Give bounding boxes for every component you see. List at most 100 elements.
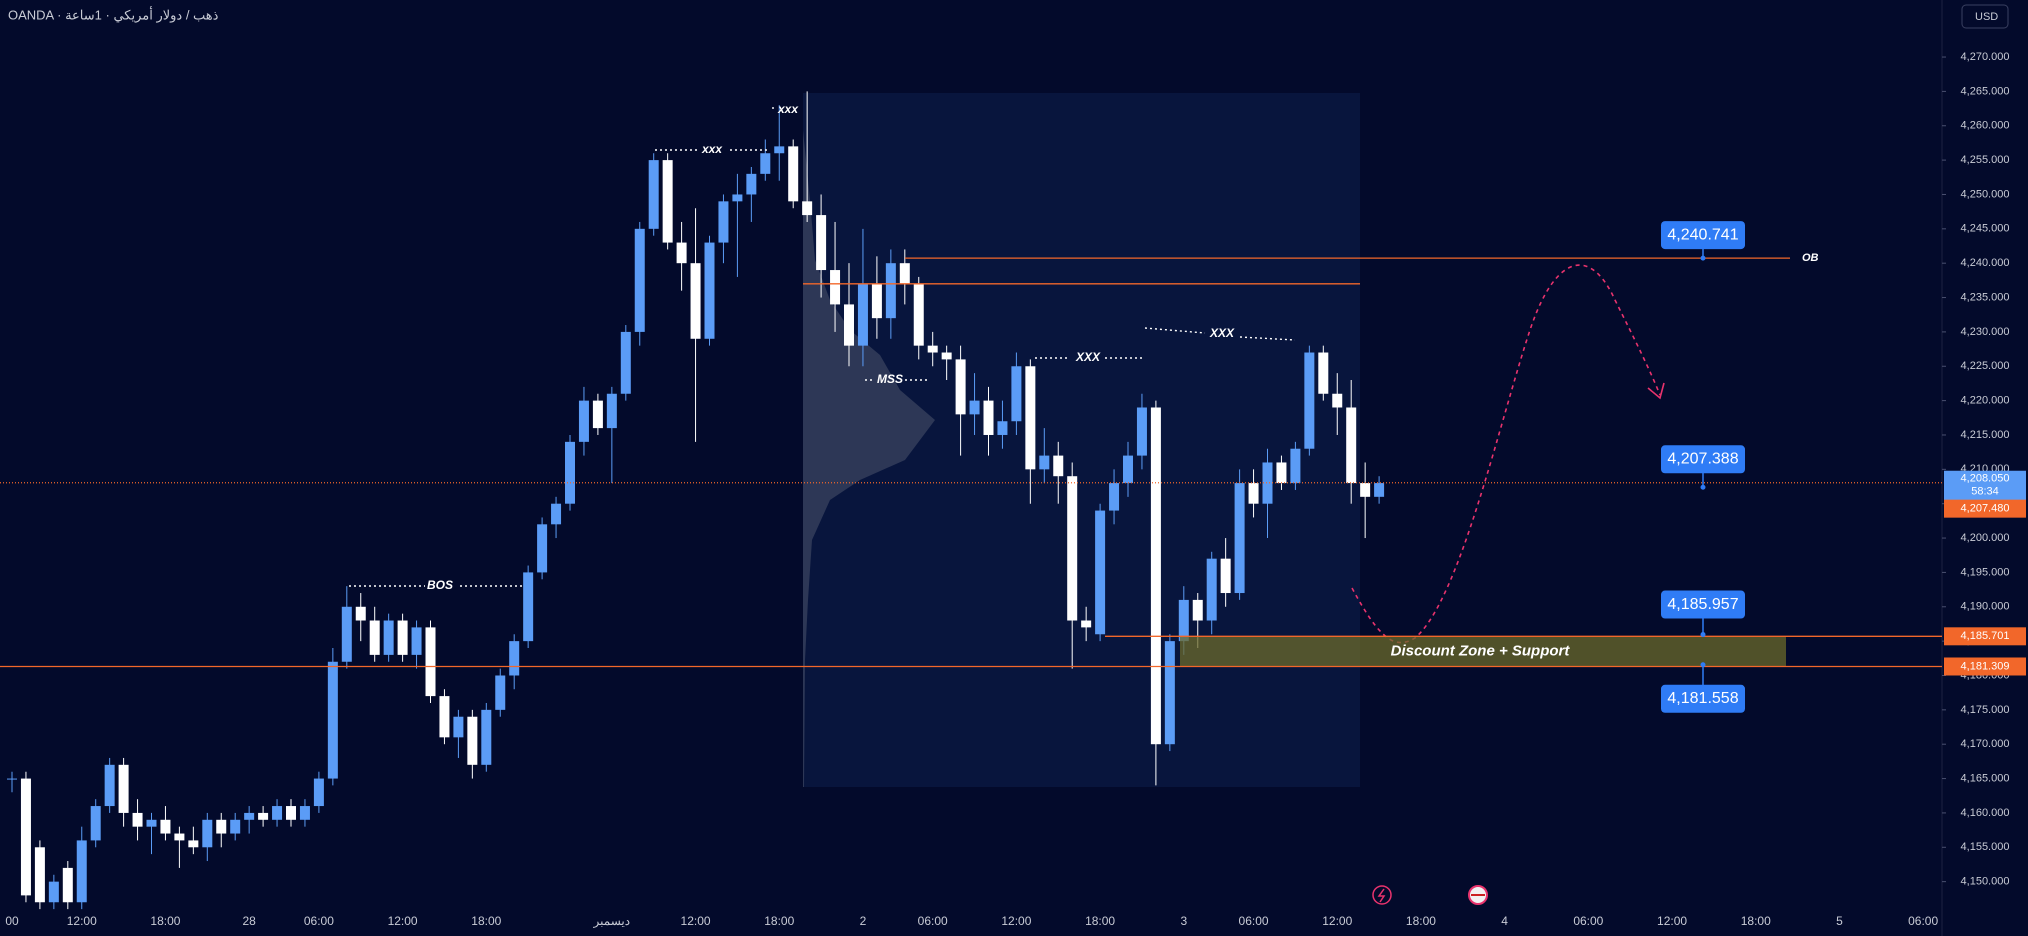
- candle-body: [90, 806, 101, 841]
- axis-price-box: [1944, 657, 2026, 676]
- candle-body: [1011, 366, 1022, 422]
- axis-price-label: 4,181.309: [1961, 660, 2010, 672]
- currency-box[interactable]: [1961, 4, 2009, 29]
- candle-body: [927, 345, 938, 353]
- candle-body: [620, 331, 631, 394]
- candle-body: [578, 400, 589, 442]
- x-tick-label: 06:00: [1573, 914, 1603, 928]
- annotation: BOS: [427, 578, 453, 592]
- y-tick-label: 4,190.000: [1961, 601, 2010, 613]
- candle-body: [397, 620, 408, 655]
- level-box: [1661, 445, 1745, 474]
- candle-body: [871, 283, 882, 319]
- y-tick-label: 4,175.000: [1961, 704, 2010, 716]
- y-tick-label: 4,270.000: [1961, 51, 2010, 63]
- candle-body: [718, 201, 729, 243]
- candle-body: [857, 283, 868, 346]
- candle-body: [299, 806, 310, 820]
- candle-body: [1206, 558, 1217, 621]
- annotation: xxx: [701, 142, 723, 156]
- candle-body: [76, 840, 87, 903]
- y-tick-label: 4,225.000: [1961, 360, 2010, 372]
- candle-body: [188, 840, 199, 848]
- candle-body: [1234, 483, 1245, 594]
- y-tick-label: 4,245.000: [1961, 223, 2010, 235]
- annotation: XXX: [1075, 350, 1101, 364]
- discount-zone: [1180, 636, 1786, 667]
- bid-box: [1944, 499, 2026, 518]
- candle-body: [230, 819, 241, 834]
- candle-body: [174, 833, 185, 841]
- candle-body: [1123, 455, 1133, 484]
- candle-body: [495, 675, 506, 710]
- level-label: 4,207.388: [1667, 451, 1738, 468]
- candle-body: [272, 806, 283, 820]
- candle-body: [20, 778, 31, 896]
- candle-body: [802, 201, 813, 216]
- candle-body: [1164, 641, 1175, 745]
- candle-body: [258, 812, 269, 820]
- annotation: MSS: [877, 372, 903, 386]
- level-dot: [1700, 632, 1706, 638]
- candle-body: [1276, 462, 1287, 484]
- level-label: 4,181.558: [1667, 690, 1738, 707]
- x-tick-label: 18:00: [764, 914, 794, 928]
- x-tick-label: 18:00: [1741, 914, 1771, 928]
- y-tick-label: 4,160.000: [1961, 807, 2010, 819]
- event-icon[interactable]: [1372, 885, 1392, 905]
- candle-body: [439, 696, 450, 738]
- y-tick-label: 4,265.000: [1961, 85, 2010, 97]
- candle-body: [592, 400, 603, 429]
- candle-body: [662, 160, 673, 243]
- x-tick-label: 12:00: [67, 914, 97, 928]
- candle-body: [1262, 462, 1273, 504]
- x-tick-label: 18:00: [150, 914, 180, 928]
- candle-body: [1053, 455, 1064, 477]
- candle-body: [1109, 483, 1120, 511]
- x-tick-label: 00: [5, 914, 19, 928]
- candle-body: [1220, 558, 1231, 594]
- current-price-label: 4,208.050: [1961, 473, 2010, 485]
- candle-body: [788, 146, 799, 202]
- currency[interactable]: USD: [1975, 11, 1998, 23]
- candle-body: [1095, 510, 1106, 635]
- y-tick-label: 4,250.000: [1961, 188, 2010, 200]
- candle-body: [244, 812, 255, 820]
- candle-body: [1318, 352, 1329, 394]
- x-tick-label: 06:00: [1239, 914, 1269, 928]
- candle-body: [7, 778, 17, 780]
- x-tick-label: 06:00: [918, 914, 948, 928]
- projection-path: [1351, 264, 1661, 644]
- candle-body: [969, 400, 980, 415]
- y-tick-label: 4,195.000: [1961, 566, 2010, 578]
- candle-body: [704, 242, 715, 339]
- x-tick-label: 28: [242, 914, 256, 928]
- level-box: [1661, 684, 1745, 713]
- y-tick-label: 4,235.000: [1961, 291, 2010, 303]
- candle-body: [411, 627, 422, 655]
- candle-body: [760, 153, 771, 174]
- level-box: [1661, 590, 1745, 619]
- candle-body: [1192, 599, 1203, 621]
- candle-body: [327, 661, 338, 779]
- y-tick-label: 4,240.000: [1961, 257, 2010, 269]
- candle-body: [523, 572, 534, 642]
- candle-body: [1150, 407, 1161, 745]
- projection-arrowhead: [1647, 382, 1665, 400]
- candle-body: [369, 620, 380, 655]
- candle-body: [160, 819, 171, 834]
- level-dot: [1700, 255, 1706, 261]
- x-tick-label: 5: [1836, 914, 1843, 928]
- candle-body: [286, 806, 296, 820]
- y-tick-label: 4,230.000: [1961, 326, 2010, 338]
- candle-body: [34, 847, 45, 903]
- y-tick-label: 4,200.000: [1961, 532, 2010, 544]
- candle-body: [1290, 448, 1301, 484]
- y-tick-label: 4,170.000: [1961, 738, 2010, 750]
- candle-body: [551, 503, 562, 525]
- y-tick-label: 4,260.000: [1961, 120, 2010, 132]
- current-price-box: [1944, 470, 2026, 501]
- x-tick-label: 12:00: [1657, 914, 1687, 928]
- candle-body: [453, 716, 464, 738]
- candle-body: [941, 352, 952, 360]
